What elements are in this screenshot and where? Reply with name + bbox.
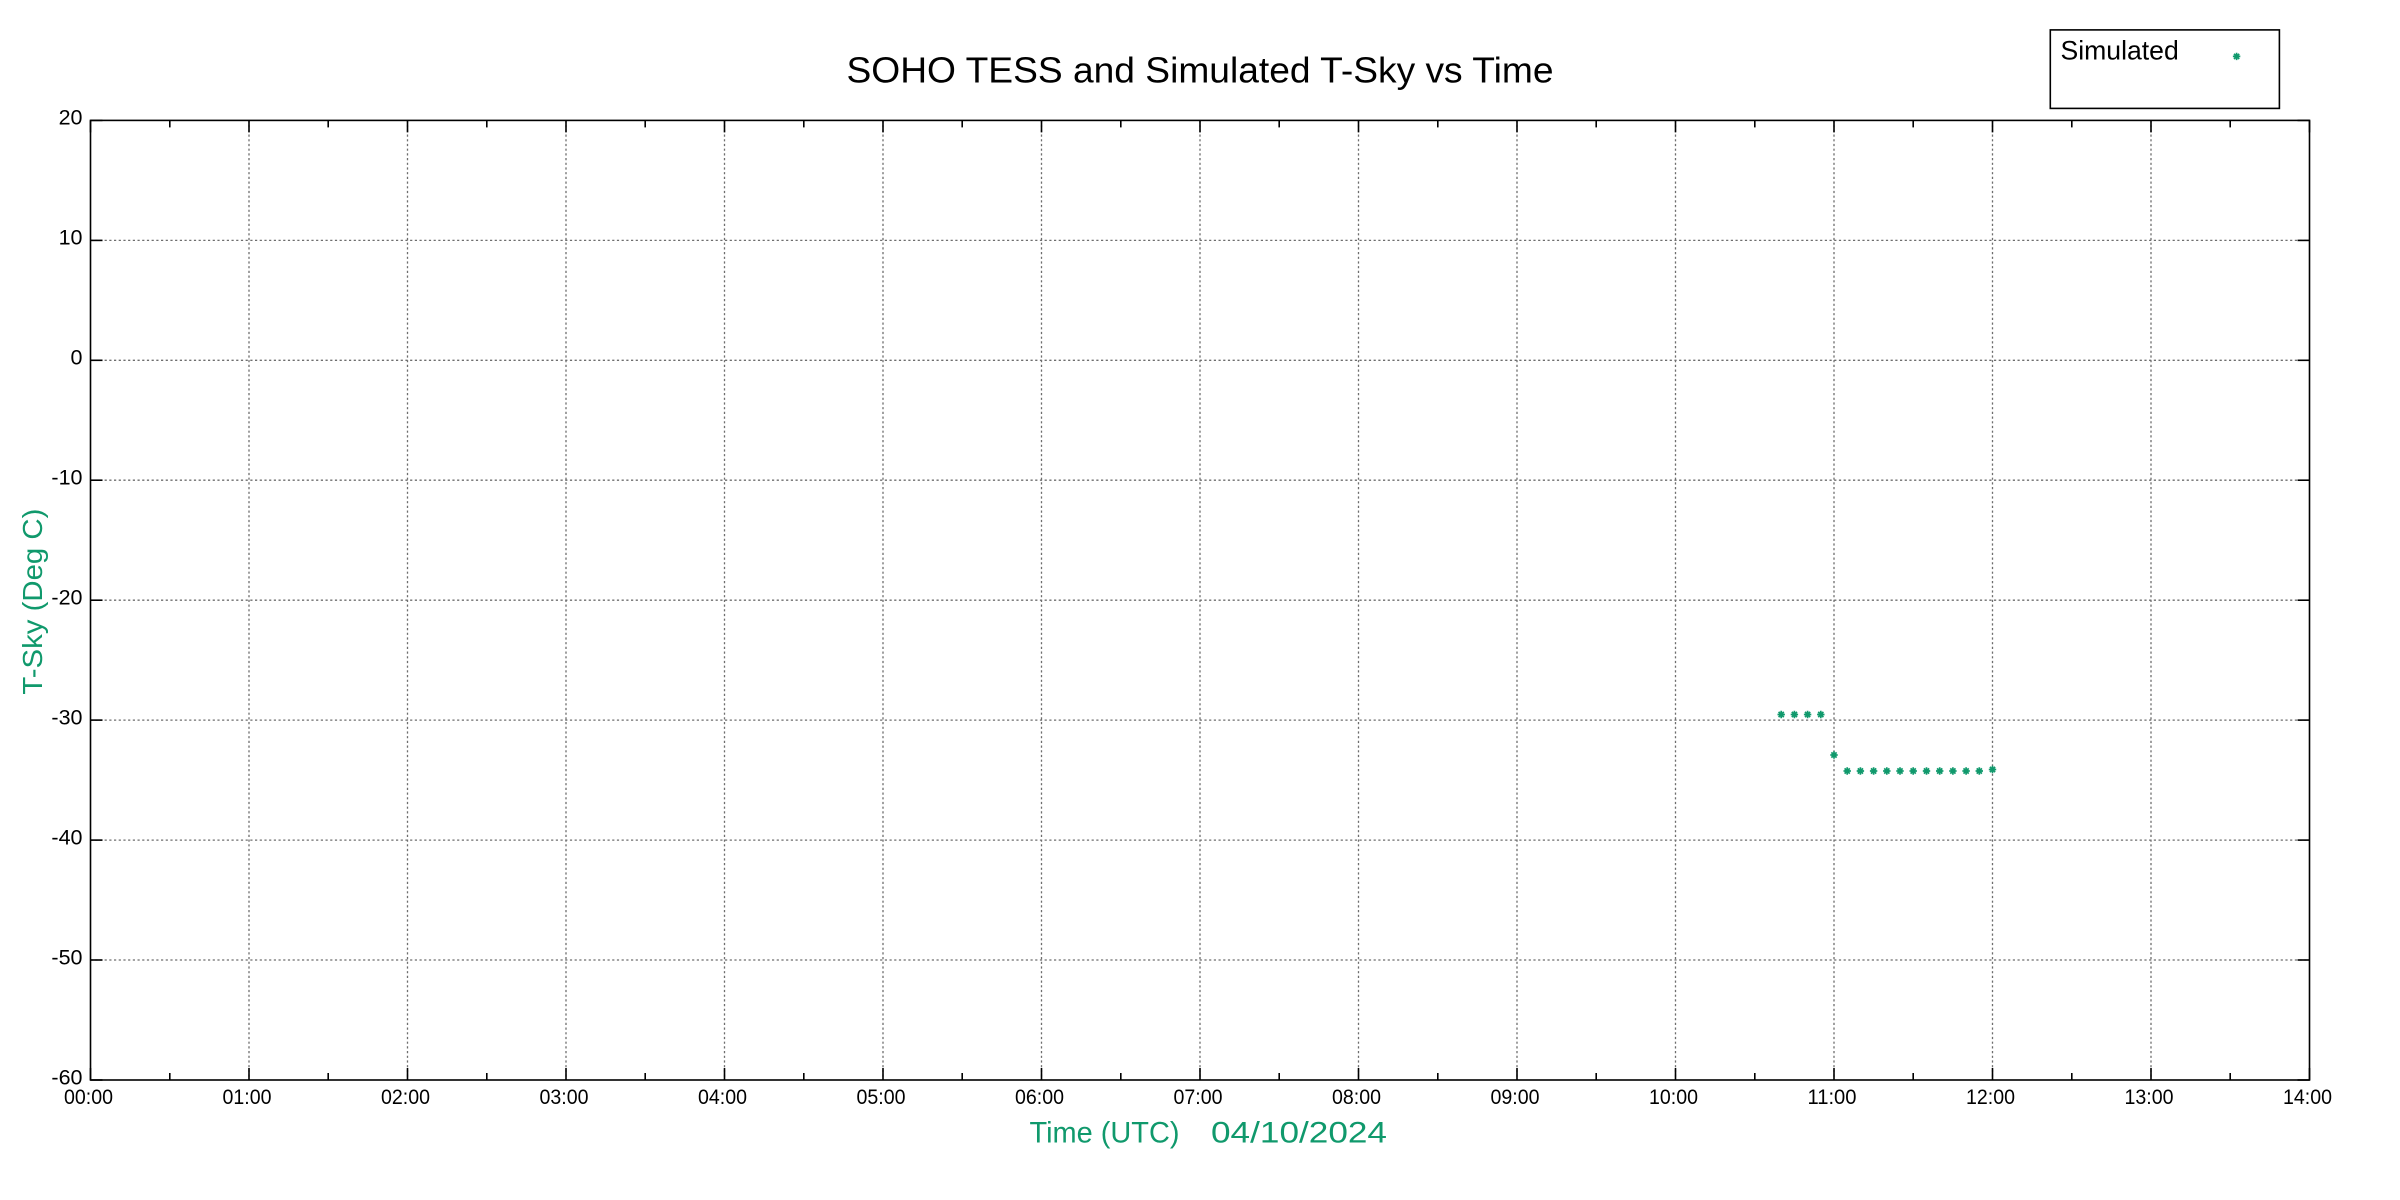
svg-text:02:00: 02:00 xyxy=(381,1086,430,1109)
svg-text:08:00: 08:00 xyxy=(1332,1086,1381,1109)
svg-text:-10: -10 xyxy=(51,466,82,490)
svg-text:-40: -40 xyxy=(51,825,82,849)
svg-text:01:00: 01:00 xyxy=(223,1086,272,1109)
svg-text:06:00: 06:00 xyxy=(1015,1086,1064,1109)
svg-text:-60: -60 xyxy=(51,1065,82,1089)
svg-text:-50: -50 xyxy=(51,945,82,969)
svg-text:04/10/2024: 04/10/2024 xyxy=(1211,1117,1387,1150)
svg-text:Time (UTC): Time (UTC) xyxy=(1030,1117,1180,1150)
svg-text:Simulated: Simulated xyxy=(2061,36,2179,66)
svg-text:05:00: 05:00 xyxy=(857,1086,906,1109)
svg-text:0: 0 xyxy=(71,346,83,370)
svg-text:-20: -20 xyxy=(51,586,82,610)
svg-text:10: 10 xyxy=(59,226,83,250)
svg-text:10:00: 10:00 xyxy=(1649,1086,1698,1109)
svg-text:09:00: 09:00 xyxy=(1491,1086,1540,1109)
svg-text:11:00: 11:00 xyxy=(1808,1086,1857,1109)
svg-text:T-Sky (Deg C): T-Sky (Deg C) xyxy=(17,509,48,695)
svg-text:03:00: 03:00 xyxy=(540,1086,589,1109)
svg-text:-30: -30 xyxy=(51,705,82,729)
svg-text:07:00: 07:00 xyxy=(1174,1086,1223,1109)
svg-text:14:00: 14:00 xyxy=(2283,1086,2332,1109)
svg-text:04:00: 04:00 xyxy=(698,1086,747,1109)
svg-text:SOHO TESS and Simulated T-Sky: SOHO TESS and Simulated T-Sky vs Time xyxy=(847,50,1554,91)
svg-text:00:00: 00:00 xyxy=(64,1086,113,1109)
svg-text:12:00: 12:00 xyxy=(1966,1086,2015,1109)
svg-text:20: 20 xyxy=(59,106,83,130)
svg-text:13:00: 13:00 xyxy=(2125,1086,2174,1109)
